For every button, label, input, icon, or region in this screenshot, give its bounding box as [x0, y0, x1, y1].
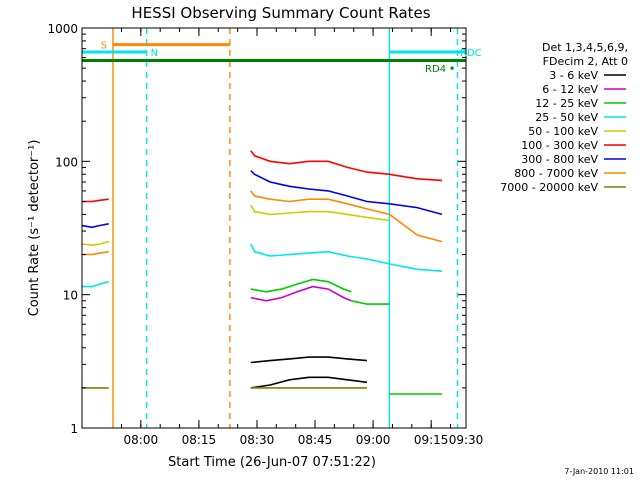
- legend-label: 3 - 6 keV: [549, 69, 598, 82]
- series-line: [250, 170, 443, 216]
- y-tick-label: 1: [70, 422, 78, 436]
- x-tick-label: 09:15: [414, 433, 449, 447]
- vertical-markers: [112, 28, 459, 428]
- flag-label: RDC: [460, 48, 482, 59]
- legend-label: 12 - 25 keV: [535, 97, 598, 110]
- flag-label: S: [101, 41, 107, 52]
- series-line: [250, 285, 352, 302]
- legend-header-line-1: Det 1,3,4,5,6,9,: [542, 41, 628, 54]
- legend: Det 1,3,4,5,6,9, FDecim 2, Att 0 3 - 6 k…: [500, 41, 628, 194]
- legend-label: 7000 - 20000 keV: [500, 181, 598, 194]
- series-line: [250, 356, 367, 364]
- footer-date: 7-Jan-2010 11:01: [564, 467, 634, 476]
- x-axis-label: Start Time (26-Jun-07 07:51:22): [168, 455, 376, 470]
- series-group: [82, 150, 443, 395]
- series-line: [250, 243, 443, 272]
- y-axis: 1 10 100 1000: [47, 22, 466, 436]
- x-tick-label: 08:45: [298, 433, 333, 447]
- legend-label: 50 - 100 keV: [528, 125, 598, 138]
- x-tick-label: 08:30: [240, 433, 275, 447]
- y-tick-label: 100: [55, 155, 78, 169]
- series-line: [351, 300, 390, 305]
- legend-label: 100 - 300 keV: [521, 139, 598, 152]
- x-tick-label: 08:00: [124, 433, 159, 447]
- series-line: [82, 198, 109, 203]
- y-tick-label: 1000: [47, 22, 78, 36]
- legend-label: 800 - 7000 keV: [514, 167, 598, 180]
- legend-header-line-2: FDecim 2, Att 0: [543, 55, 628, 68]
- series-line: [82, 240, 109, 247]
- legend-label: 300 - 800 keV: [521, 153, 598, 166]
- marker-dot: [450, 66, 454, 70]
- legend-label: 25 - 50 keV: [535, 111, 598, 124]
- x-tick-label: 09:30: [449, 433, 484, 447]
- series-line: [250, 190, 443, 243]
- y-tick-label: 10: [63, 289, 78, 303]
- y-axis-label: Count Rate (s⁻¹ detector⁻¹): [27, 140, 42, 317]
- series-line: [82, 250, 109, 256]
- plot-area: [82, 28, 466, 428]
- series-line: [250, 376, 368, 389]
- series-line: [250, 204, 390, 222]
- x-tick-label: 09:00: [356, 433, 391, 447]
- x-tick-label: 08:15: [182, 433, 217, 447]
- flag-labels: S N RDC RD4: [101, 41, 482, 75]
- flag-label: N: [151, 48, 158, 59]
- series-line: [250, 150, 443, 182]
- series-line: [82, 280, 109, 288]
- marker-label: RD4: [425, 64, 446, 75]
- chart-title: HESSI Observing Summary Count Rates: [131, 4, 430, 22]
- x-axis: 08:00 08:15 08:30 08:45 09:00 09:15 09:30: [120, 28, 484, 447]
- series-line: [82, 223, 109, 229]
- flag-bars: [82, 43, 466, 70]
- legend-label: 6 - 12 keV: [542, 83, 598, 96]
- plot-frame: [81, 27, 467, 429]
- series-line: [250, 278, 352, 293]
